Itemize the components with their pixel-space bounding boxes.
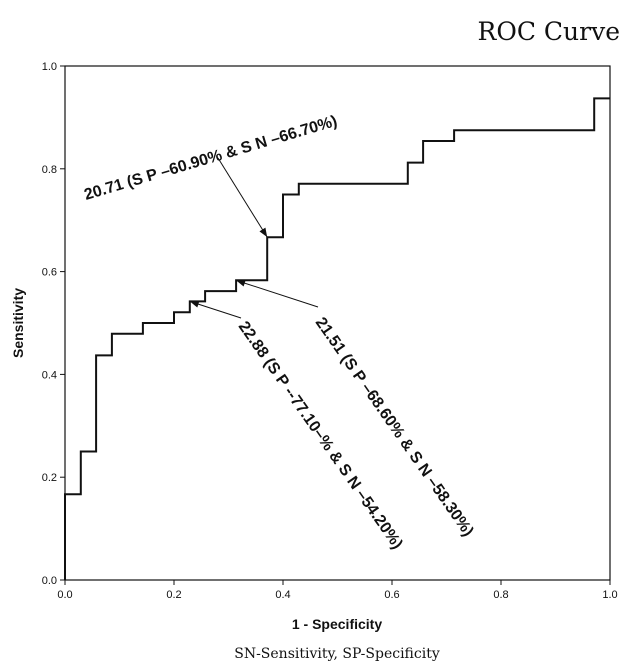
roc-curve-line [64,97,610,580]
x-axis-label: 1 - Specificity [292,616,382,632]
y-tick-label: 1.0 [42,61,57,73]
annotation-arrow-20-71 [217,157,268,238]
x-axis-ticks: 0.0 0.2 0.4 0.6 0.8 1.0 [57,580,618,601]
y-tick-label: 0.4 [42,369,57,381]
y-tick-label: 0.2 [42,472,57,484]
plot-frame [64,65,611,581]
chart-title: ROC Curve [478,17,621,46]
x-tick-label: 0.2 [166,589,181,601]
annotation-arrow-21-51 [235,279,319,308]
annotation-20-71: 20.71 (S P –60.90% & S N –66.70%) [82,113,339,204]
x-tick-label: 0.0 [57,589,72,601]
annotation-21-51: 21.51 (S P –68.60% & S N –58.30%) [312,315,477,540]
x-tick-label: 0.8 [493,589,508,601]
x-tick-label: 0.6 [384,589,399,601]
annotation-arrowhead-21-51 [236,279,246,287]
y-axis-label: Sensitivity [10,288,26,358]
y-axis-ticks: 0.0 0.2 0.4 0.6 0.8 1.0 [42,61,65,587]
chart-footnote: SN-Sensitivity, SP-Specificity [234,646,440,662]
annotation-arrowhead-20-71 [259,227,268,238]
annotation-arrowhead-22-88 [189,300,200,308]
x-tick-label: 1.0 [602,589,617,601]
y-tick-label: 0.8 [42,164,57,176]
annotation-22-88: 22.88 (S P --77.10–% & S N –54.20%) [235,319,406,553]
y-tick-label: 0.0 [42,575,57,587]
x-tick-label: 0.4 [275,589,290,601]
y-tick-label: 0.6 [42,267,57,279]
